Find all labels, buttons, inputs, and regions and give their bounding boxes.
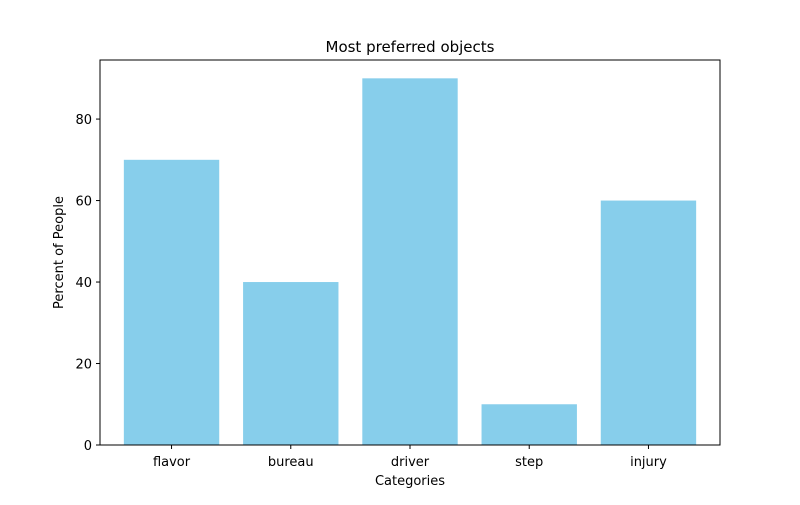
y-tick-label: 40 [75, 276, 92, 291]
y-axis-label: Percent of People [52, 196, 67, 309]
chart-title: Most preferred objects [326, 38, 495, 56]
x-tick-label: step [515, 455, 543, 470]
x-axis-ticks: flavor bureau driver step injury [153, 445, 667, 470]
x-tick-label: injury [630, 455, 667, 470]
bars-group [123, 78, 697, 445]
bar-injury [600, 200, 697, 445]
x-tick-label: driver [391, 455, 430, 470]
bar-step [481, 404, 577, 445]
y-axis-ticks: 0 20 40 60 80 [75, 113, 100, 454]
x-axis-label: Categories [375, 474, 445, 489]
bar-driver [362, 78, 458, 445]
y-tick-label: 80 [75, 113, 92, 128]
bar-flavor [123, 159, 220, 445]
bar-bureau [243, 282, 339, 445]
y-tick-label: 20 [75, 358, 92, 373]
x-tick-label: bureau [268, 455, 314, 470]
x-tick-label: flavor [153, 455, 191, 470]
y-tick-label: 0 [84, 439, 92, 454]
y-tick-label: 60 [75, 195, 92, 210]
